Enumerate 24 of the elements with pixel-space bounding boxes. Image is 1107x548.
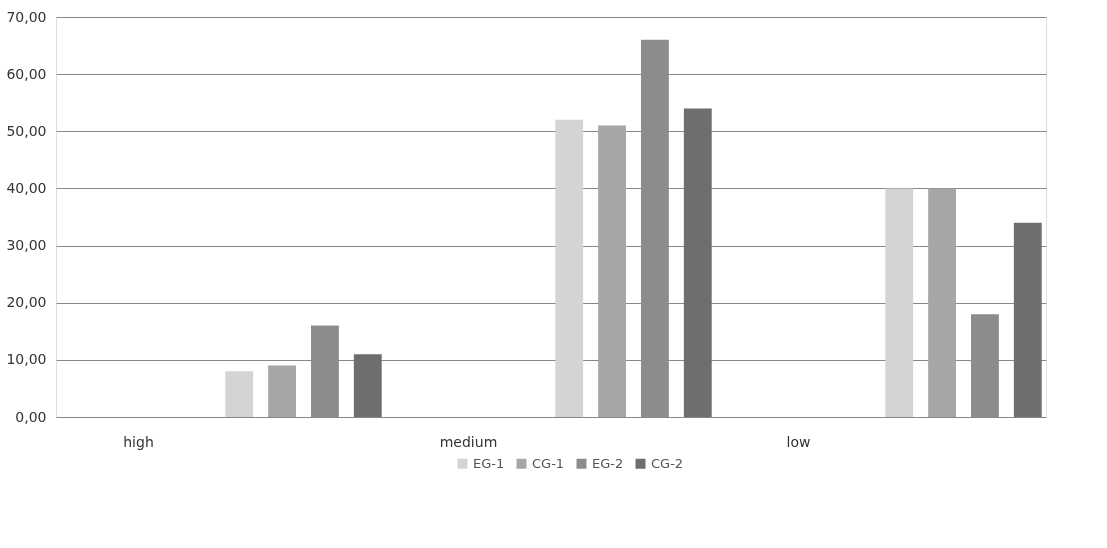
y-tick-label: 40,00: [6, 179, 47, 196]
bar: [225, 371, 254, 417]
bar: [268, 365, 296, 417]
x-tick-label: medium: [439, 433, 498, 450]
y-tick-label: 10,00: [6, 351, 47, 368]
x-tick-label: high: [123, 433, 154, 450]
y-tick-label: 50,00: [6, 122, 47, 139]
y-tick-label: 30,00: [6, 237, 47, 254]
y-tick-label: 0,00: [15, 408, 47, 425]
legend-label: CG-2: [651, 455, 684, 471]
bar: [353, 354, 382, 417]
legend-label: EG-2: [592, 455, 624, 471]
y-tick-label: 70,00: [6, 8, 47, 25]
y-tick-label: 20,00: [6, 294, 47, 311]
bar: [885, 188, 914, 417]
x-tick-label: low: [786, 433, 811, 450]
bar: [928, 188, 956, 417]
legend-label: CG-1: [532, 455, 565, 471]
legend-label: EG-1: [473, 455, 505, 471]
bar: [683, 108, 712, 417]
y-tick-label: 60,00: [6, 65, 47, 82]
bar: [1013, 222, 1042, 417]
bar: [555, 119, 584, 417]
bar: [598, 125, 626, 417]
